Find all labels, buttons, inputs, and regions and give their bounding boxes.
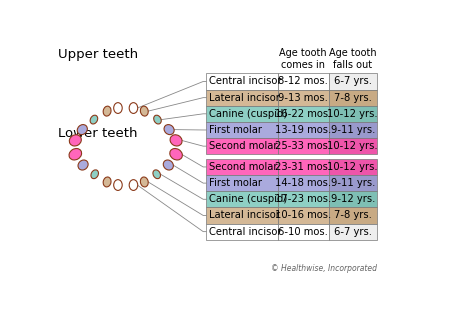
Text: 8-12 mos.: 8-12 mos. <box>278 77 327 86</box>
Ellipse shape <box>169 148 182 160</box>
FancyBboxPatch shape <box>328 122 376 138</box>
Ellipse shape <box>103 106 111 116</box>
FancyBboxPatch shape <box>328 138 376 154</box>
Ellipse shape <box>170 135 182 146</box>
Text: 6-7 yrs.: 6-7 yrs. <box>333 77 371 86</box>
FancyBboxPatch shape <box>328 175 376 191</box>
Text: First molar: First molar <box>208 125 261 135</box>
Text: 9-12 yrs.: 9-12 yrs. <box>330 194 374 204</box>
FancyBboxPatch shape <box>277 138 328 154</box>
Text: Canine (cuspid): Canine (cuspid) <box>208 194 286 204</box>
FancyBboxPatch shape <box>328 90 376 106</box>
Text: Lateral incisor: Lateral incisor <box>208 210 279 220</box>
Text: 9-11 yrs.: 9-11 yrs. <box>330 178 374 188</box>
FancyBboxPatch shape <box>328 159 376 175</box>
Text: Upper teeth: Upper teeth <box>58 48 138 61</box>
Text: 9-11 yrs.: 9-11 yrs. <box>330 125 374 135</box>
Text: Lateral incisor: Lateral incisor <box>208 93 279 103</box>
Text: 23-31 mos.: 23-31 mos. <box>274 162 330 172</box>
Text: Second molar: Second molar <box>208 162 276 172</box>
FancyBboxPatch shape <box>206 175 277 191</box>
FancyBboxPatch shape <box>206 224 277 240</box>
Ellipse shape <box>69 148 81 160</box>
Text: Central incisor: Central incisor <box>208 227 280 237</box>
Text: 6-7 yrs.: 6-7 yrs. <box>333 227 371 237</box>
Text: © Healthwise, Incorporated: © Healthwise, Incorporated <box>270 264 376 273</box>
Ellipse shape <box>103 177 111 187</box>
FancyBboxPatch shape <box>206 138 277 154</box>
FancyBboxPatch shape <box>277 207 328 224</box>
Ellipse shape <box>91 170 98 179</box>
Text: 17-23 mos.: 17-23 mos. <box>274 194 330 204</box>
Ellipse shape <box>164 125 174 135</box>
Text: 16-22 mos.: 16-22 mos. <box>274 109 330 119</box>
Text: 13-19 mos.: 13-19 mos. <box>274 125 330 135</box>
FancyBboxPatch shape <box>277 106 328 122</box>
FancyBboxPatch shape <box>206 207 277 224</box>
Ellipse shape <box>90 115 97 124</box>
Text: Age tooth
comes in: Age tooth comes in <box>279 48 326 69</box>
FancyBboxPatch shape <box>206 90 277 106</box>
FancyBboxPatch shape <box>277 122 328 138</box>
FancyBboxPatch shape <box>277 224 328 240</box>
FancyBboxPatch shape <box>277 159 328 175</box>
Text: Second molar: Second molar <box>208 141 276 151</box>
FancyBboxPatch shape <box>328 73 376 90</box>
Text: Lower teeth: Lower teeth <box>58 127 137 140</box>
Text: Age tooth
falls out: Age tooth falls out <box>328 48 376 69</box>
Ellipse shape <box>129 180 137 190</box>
Text: 7-8 yrs.: 7-8 yrs. <box>333 93 371 103</box>
Ellipse shape <box>163 160 173 170</box>
FancyBboxPatch shape <box>206 191 277 207</box>
Text: 10-16 mos.: 10-16 mos. <box>274 210 330 220</box>
Text: 10-12 yrs.: 10-12 yrs. <box>327 162 377 172</box>
Ellipse shape <box>140 106 148 116</box>
Text: Central incisor: Central incisor <box>208 77 280 86</box>
FancyBboxPatch shape <box>277 191 328 207</box>
FancyBboxPatch shape <box>206 73 277 90</box>
Text: 14-18 mos.: 14-18 mos. <box>274 178 330 188</box>
Ellipse shape <box>77 125 87 135</box>
Ellipse shape <box>113 103 122 113</box>
FancyBboxPatch shape <box>328 224 376 240</box>
Ellipse shape <box>129 103 137 113</box>
Text: 9-13 mos.: 9-13 mos. <box>278 93 327 103</box>
Text: 10-12 yrs.: 10-12 yrs. <box>327 141 377 151</box>
Text: 6-10 mos.: 6-10 mos. <box>278 227 327 237</box>
Ellipse shape <box>113 180 122 190</box>
Ellipse shape <box>152 170 160 179</box>
FancyBboxPatch shape <box>328 207 376 224</box>
Text: First molar: First molar <box>208 178 261 188</box>
FancyBboxPatch shape <box>206 106 277 122</box>
Ellipse shape <box>153 115 161 124</box>
Text: 10-12 yrs.: 10-12 yrs. <box>327 109 377 119</box>
Text: 25-33 mos.: 25-33 mos. <box>274 141 330 151</box>
FancyBboxPatch shape <box>206 122 277 138</box>
FancyBboxPatch shape <box>277 73 328 90</box>
Ellipse shape <box>140 177 148 187</box>
Ellipse shape <box>78 160 88 170</box>
Text: 7-8 yrs.: 7-8 yrs. <box>333 210 371 220</box>
Ellipse shape <box>69 135 81 146</box>
FancyBboxPatch shape <box>328 191 376 207</box>
FancyBboxPatch shape <box>277 90 328 106</box>
FancyBboxPatch shape <box>328 106 376 122</box>
Text: Canine (cuspid): Canine (cuspid) <box>208 109 286 119</box>
FancyBboxPatch shape <box>277 175 328 191</box>
FancyBboxPatch shape <box>206 159 277 175</box>
